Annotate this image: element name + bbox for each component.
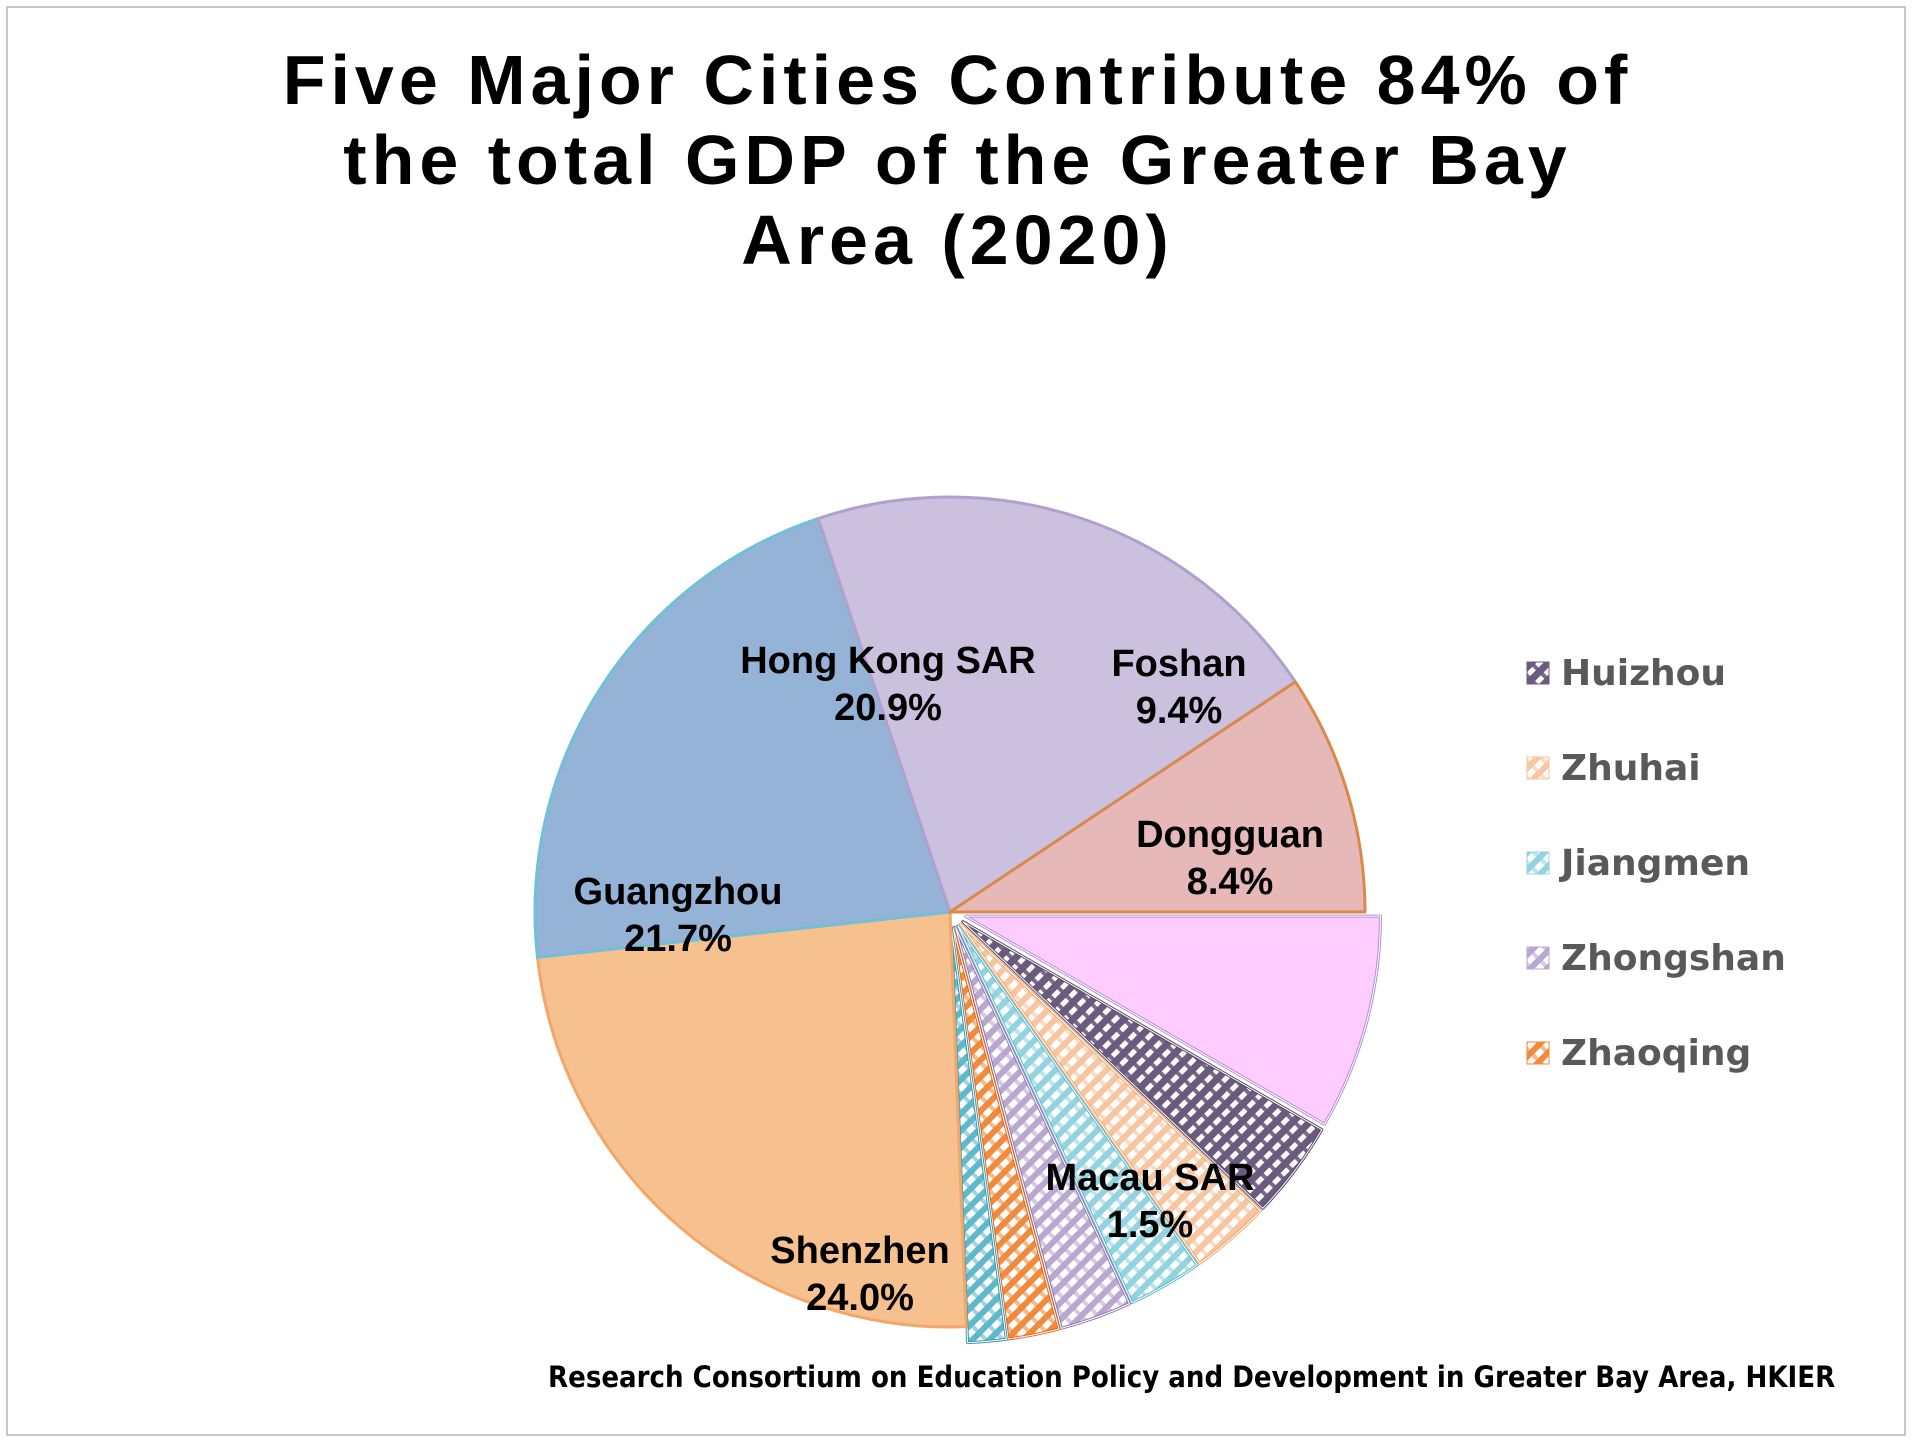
legend: Huizhou Zhuhai Jiangmen Zhongshan Zhaoqing bbox=[1526, 653, 1786, 1074]
source-credit: Research Consortium on Education Policy … bbox=[547, 1360, 1835, 1394]
slice-label-value-macau-sar: 1.5% bbox=[1107, 1204, 1194, 1246]
slice-outline-dongguan bbox=[963, 915, 1381, 1125]
slice-label-value-guangzhou: 21.7% bbox=[624, 918, 732, 960]
legend-swatch-zhaoqing bbox=[1526, 1041, 1550, 1065]
chart-title: Five Major Cities Contribute 84% of the … bbox=[0, 40, 1915, 280]
slice-outline-zhaoqing bbox=[952, 927, 1060, 1340]
slice-label-name-macau-sar: Macau SAR bbox=[1045, 1157, 1254, 1199]
legend-label-zhongshan: Zhongshan bbox=[1561, 938, 1786, 979]
slice-label-value-foshan: 9.4% bbox=[1136, 690, 1223, 732]
slice-shenzhen bbox=[535, 910, 968, 1329]
chart-title-line-3: Area (2020) bbox=[741, 201, 1174, 279]
legend-label-jiangmen: Jiangmen bbox=[1558, 843, 1750, 884]
legend-label-zhaoqing: Zhaoqing bbox=[1561, 1033, 1751, 1074]
legend-label-huizhou: Huizhou bbox=[1561, 653, 1726, 694]
slice-label-name-hong-kong-sar: Hong Kong SAR bbox=[740, 640, 1036, 682]
slice-label-name-guangzhou: Guangzhou bbox=[574, 871, 783, 913]
slice-hong-kong-sar bbox=[816, 495, 1297, 914]
slice-label-value-hong-kong-sar: 20.9% bbox=[834, 687, 942, 729]
slice-guangzhou bbox=[533, 517, 952, 959]
slice-label-value-shenzhen: 24.0% bbox=[806, 1277, 914, 1319]
slice-label-value-dongguan: 8.4% bbox=[1187, 861, 1274, 903]
legend-swatch-zhongshan bbox=[1526, 946, 1550, 970]
chart-title-line-1: Five Major Cities Contribute 84% of bbox=[282, 41, 1633, 119]
legend-swatch-huizhou bbox=[1526, 661, 1550, 685]
slice-label-name-foshan: Foshan bbox=[1111, 643, 1246, 685]
slice-outline-huizhou bbox=[962, 921, 1323, 1210]
slice-outline-zhuhai bbox=[960, 923, 1262, 1264]
slice-outline-jiangmen bbox=[957, 925, 1198, 1304]
pie-labels: Dongguan 8.4% Macau SAR 1.5% Shenzhen 24.0% Gu… bbox=[574, 640, 1324, 1319]
legend-swatch-jiangmen bbox=[1526, 851, 1550, 875]
chart-title-line-2: the total GDP of the Greater Bay bbox=[343, 121, 1572, 199]
legend-swatch-zhuhai bbox=[1526, 756, 1550, 780]
slice-outline-zhongshan bbox=[954, 926, 1131, 1329]
legend-label-zhuhai: Zhuhai bbox=[1561, 748, 1701, 789]
slice-label-name-dongguan: Dongguan bbox=[1136, 814, 1324, 856]
slice-foshan bbox=[948, 680, 1367, 914]
pie-slices bbox=[533, 495, 1382, 1345]
slice-label-name-shenzhen: Shenzhen bbox=[770, 1230, 949, 1272]
slice-outline-macau-sar bbox=[950, 927, 1007, 1344]
